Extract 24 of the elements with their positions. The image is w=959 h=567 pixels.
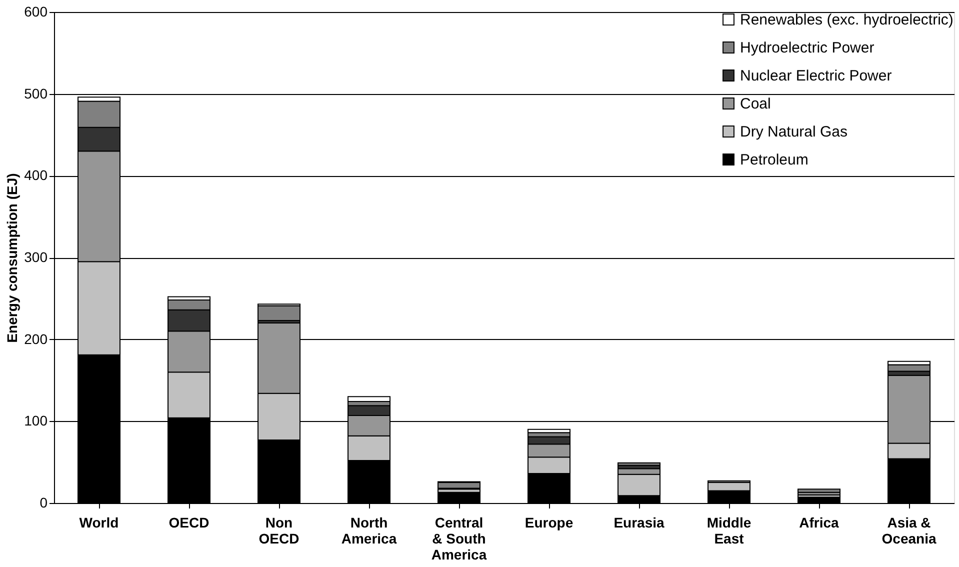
legend-label: Hydroelectric Power [740, 40, 874, 56]
legend-label: Nuclear Electric Power [740, 68, 892, 84]
x-tick-label: Non OECD [258, 514, 300, 546]
y-tick-label: 400 [24, 167, 48, 184]
x-tick-label: Europe [524, 514, 574, 530]
y-tick-label: 200 [24, 330, 48, 347]
x-tick-label: Africa [799, 514, 840, 530]
x-tick-label: OECD [168, 514, 210, 530]
y-tick-label: 0 [40, 494, 48, 510]
y-tick-label: 500 [24, 85, 48, 102]
legend-label: Petroleum [740, 152, 808, 168]
y-tick-label: 600 [24, 4, 48, 20]
x-tick-label: World [79, 514, 119, 530]
legend-label: Coal [740, 96, 771, 112]
legend-label: Renewables (exc. hydroelectric) [740, 12, 954, 28]
legend-label: Dry Natural Gas [740, 124, 848, 140]
y-axis-title: Energy consumption (EJ) [4, 173, 20, 343]
x-tick-label: Eurasia [614, 514, 665, 530]
x-tick-label: Central & South America [431, 514, 487, 562]
x-tick-label: Asia & Oceania [882, 514, 936, 546]
x-tick-label: Middle East [706, 514, 752, 546]
y-tick-label: 300 [24, 249, 48, 265]
y-tick-label: 100 [24, 412, 48, 429]
x-tick-label: North America [341, 514, 397, 546]
